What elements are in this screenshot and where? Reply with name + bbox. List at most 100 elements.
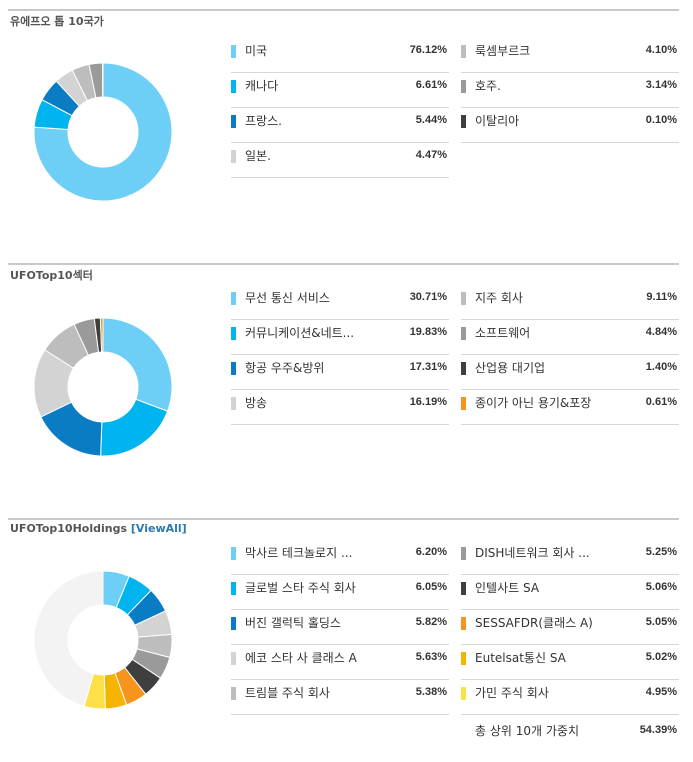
legend-label: SESSAFDR(클래스 A) (475, 616, 593, 630)
legend-row: 버진 갤럭틱 홀딩스 5.82% (231, 610, 449, 645)
legend-row: 산업용 대기업 1.40% (461, 355, 679, 390)
donut-slice (100, 398, 169, 457)
legend-value: 0.61% (645, 396, 677, 408)
legend-label: 호주. (475, 79, 501, 93)
legend-label: 무선 통신 서비스 (245, 291, 330, 305)
legend-row: 막사르 테크놀로지 ... 6.20% (231, 540, 449, 575)
legend-value: 1.40% (645, 361, 677, 373)
legend-label: 소프트웨어 (475, 326, 531, 340)
legend-value: 6.20% (415, 546, 447, 558)
donut-remainder-slice (33, 570, 104, 707)
legend-label: 막사르 테크놀로지 ... (245, 546, 353, 560)
legend-value: 3.14% (645, 79, 677, 91)
legend-row: 인텔사트 SA 5.06% (461, 575, 679, 610)
holdings-donut-chart (33, 570, 173, 710)
section-divider (8, 9, 679, 11)
legend-row: 미국 76.12% (231, 38, 449, 73)
legend-row: 트림블 주식 회사 5.38% (231, 680, 449, 715)
legend-value: 4.95% (645, 686, 677, 698)
legend-label: 버진 갤럭틱 홀딩스 (245, 616, 341, 630)
legend-label: 이탈리아 (475, 114, 520, 128)
legend-row: 프랑스. 5.44% (231, 108, 449, 143)
donut-slice (33, 62, 173, 202)
legend-row: 이탈리아 0.10% (461, 108, 679, 143)
legend-row: 무선 통신 서비스 30.71% (231, 285, 449, 320)
donut-slice (102, 317, 173, 412)
legend-row: 가민 주식 회사 4.95% (461, 680, 679, 715)
legend-swatch (231, 327, 236, 340)
legend-label: 캐나다 (245, 79, 279, 93)
legend-swatch (461, 687, 466, 700)
legend-left: 무선 통신 서비스 30.71% 커뮤니케이션&네트... 19.83% 항공 우주&방… (231, 285, 449, 425)
legend-swatch (461, 652, 466, 665)
legend-swatch (231, 150, 236, 163)
legend-swatch (231, 362, 236, 375)
section-title: 유에프오 톱 10국가 (10, 15, 104, 28)
legend-row: SESSAFDR(클래스 A) 5.05% (461, 610, 679, 645)
section-divider (8, 518, 679, 520)
legend-row: 항공 우주&방위 17.31% (231, 355, 449, 390)
legend-value: 4.10% (645, 44, 677, 56)
legend-label: 글로벌 스타 주식 회사 (245, 581, 356, 595)
legend-swatch (231, 45, 236, 58)
legend-right: DISH네트워크 회사 ... 5.25% 인텔사트 SA 5.06% SESSAFDR… (461, 540, 679, 750)
legend-swatch (231, 115, 236, 128)
legend-value: 19.83% (409, 326, 447, 338)
sectors-donut-chart (33, 317, 173, 457)
legend-value: 0.10% (645, 114, 677, 126)
section-title: UFOTop10Holdings [ViewAll] (10, 522, 187, 535)
legend-swatch (231, 687, 236, 700)
legend-swatch (231, 292, 236, 305)
legend-swatch (461, 617, 466, 630)
section-divider (8, 263, 679, 265)
legend-swatch (231, 617, 236, 630)
legend-row: 방송 16.19% (231, 390, 449, 425)
legend-value: 5.06% (645, 581, 677, 593)
legend-right: 지주 회사 9.11% 소프트웨어 4.84% 산업용 대기업 1.40% 종이가 아닌 용… (461, 285, 679, 425)
legend-row: 글로벌 스타 주식 회사 6.05% (231, 575, 449, 610)
total-weight-row: 총 상위 10개 가중치 54.39% (461, 715, 679, 750)
legend-row: 룩셈부르크 4.10% (461, 38, 679, 73)
legend-row: DISH네트워크 회사 ... 5.25% (461, 540, 679, 575)
legend-label: DISH네트워크 회사 ... (475, 546, 590, 560)
legend-row: 호주. 3.14% (461, 73, 679, 108)
legend-label: 인텔사트 SA (475, 581, 540, 595)
legend-value: 5.02% (645, 651, 677, 663)
legend-value: 5.63% (415, 651, 447, 663)
legend-swatch (461, 547, 466, 560)
legend-label: 에코 스타 사 클래스 A (245, 651, 357, 665)
legend-value: 5.05% (645, 616, 677, 628)
legend-swatch (461, 45, 466, 58)
legend-row: 커뮤니케이션&네트... 19.83% (231, 320, 449, 355)
legend-row: 종이가 아닌 용기&포장 0.61% (461, 390, 679, 425)
total-weight-value: 54.39% (639, 724, 677, 736)
legend-swatch (461, 327, 466, 340)
legend-label: 지주 회사 (475, 291, 523, 305)
legend-value: 4.47% (415, 149, 447, 161)
legend-right: 룩셈부르크 4.10% 호주. 3.14% 이탈리아 0.10% (461, 38, 679, 143)
legend-value: 9.11% (646, 291, 677, 303)
legend-swatch (461, 80, 466, 93)
legend-swatch (231, 80, 236, 93)
legend-row: 일본. 4.47% (231, 143, 449, 178)
legend-value: 16.19% (409, 396, 447, 408)
legend-label: 미국 (245, 44, 268, 58)
legend-swatch (231, 547, 236, 560)
legend-row: 소프트웨어 4.84% (461, 320, 679, 355)
legend-value: 4.84% (645, 326, 677, 338)
legend-value: 5.44% (415, 114, 447, 126)
legend-swatch (461, 362, 466, 375)
legend-label: 종이가 아닌 용기&포장 (475, 396, 592, 410)
legend-value: 6.61% (415, 79, 447, 91)
legend-label: 일본. (245, 149, 271, 163)
legend-swatch (461, 397, 466, 410)
legend-value: 5.82% (415, 616, 447, 628)
legend-left: 막사르 테크놀로지 ... 6.20% 글로벌 스타 주식 회사 6.05% 버진 갤럭… (231, 540, 449, 715)
legend-label: 트림블 주식 회사 (245, 686, 330, 700)
legend-value: 30.71% (409, 291, 447, 303)
legend-row: Eutelsat통신 SA 5.02% (461, 645, 679, 680)
legend-swatch (461, 582, 466, 595)
legend-label: 산업용 대기업 (475, 361, 546, 375)
legend-left: 미국 76.12% 캐나다 6.61% 프랑스. 5.44% 일본. 4.47% (231, 38, 449, 178)
view-all-link[interactable]: [ViewAll] (130, 522, 187, 535)
